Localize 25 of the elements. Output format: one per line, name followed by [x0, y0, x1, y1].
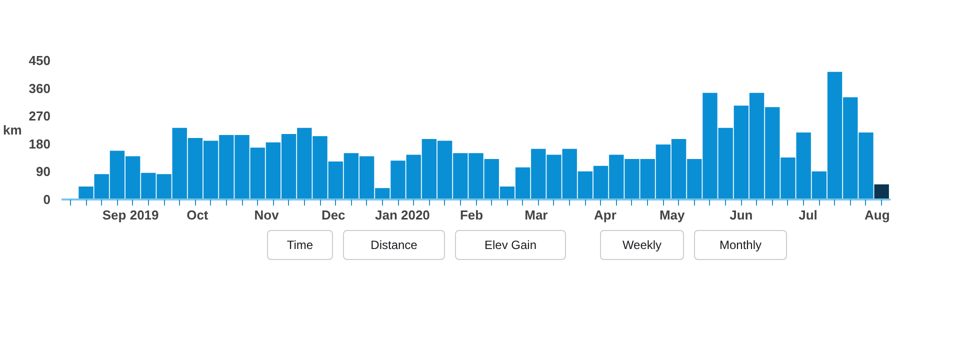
- y-axis-title: km: [3, 122, 22, 138]
- x-tick-label: Jun: [730, 208, 753, 222]
- text: Distance: [343, 230, 445, 260]
- text: Weekly: [600, 230, 684, 260]
- x-tick-label: Jan 2020: [374, 208, 430, 222]
- x-tick-label: Mar: [524, 208, 548, 222]
- text: Monthly: [694, 230, 787, 260]
- text: Elev Gain: [455, 230, 566, 260]
- y-tick-label: 180: [28, 136, 51, 152]
- x-tick-label: Jul: [798, 208, 818, 222]
- y-tick-label: 90: [36, 164, 51, 180]
- bar: [874, 184, 889, 200]
- x-tick-label: Dec: [321, 208, 346, 222]
- y-tick-label: 360: [28, 80, 51, 96]
- x-tick-label: Nov: [254, 208, 280, 222]
- x-tick-label: Oct: [186, 208, 209, 222]
- x-tick-label: May: [659, 208, 686, 222]
- y-tick-label: 450: [28, 53, 51, 68]
- text: Time: [267, 230, 333, 260]
- x-tick-label: Apr: [594, 208, 616, 222]
- y-tick-label: 0: [43, 192, 51, 207]
- x-tick-label: Aug: [864, 208, 890, 222]
- y-tick-label: 270: [28, 108, 51, 124]
- x-tick-label: Feb: [460, 208, 484, 222]
- x-tick-label: Sep 2019: [102, 208, 159, 222]
